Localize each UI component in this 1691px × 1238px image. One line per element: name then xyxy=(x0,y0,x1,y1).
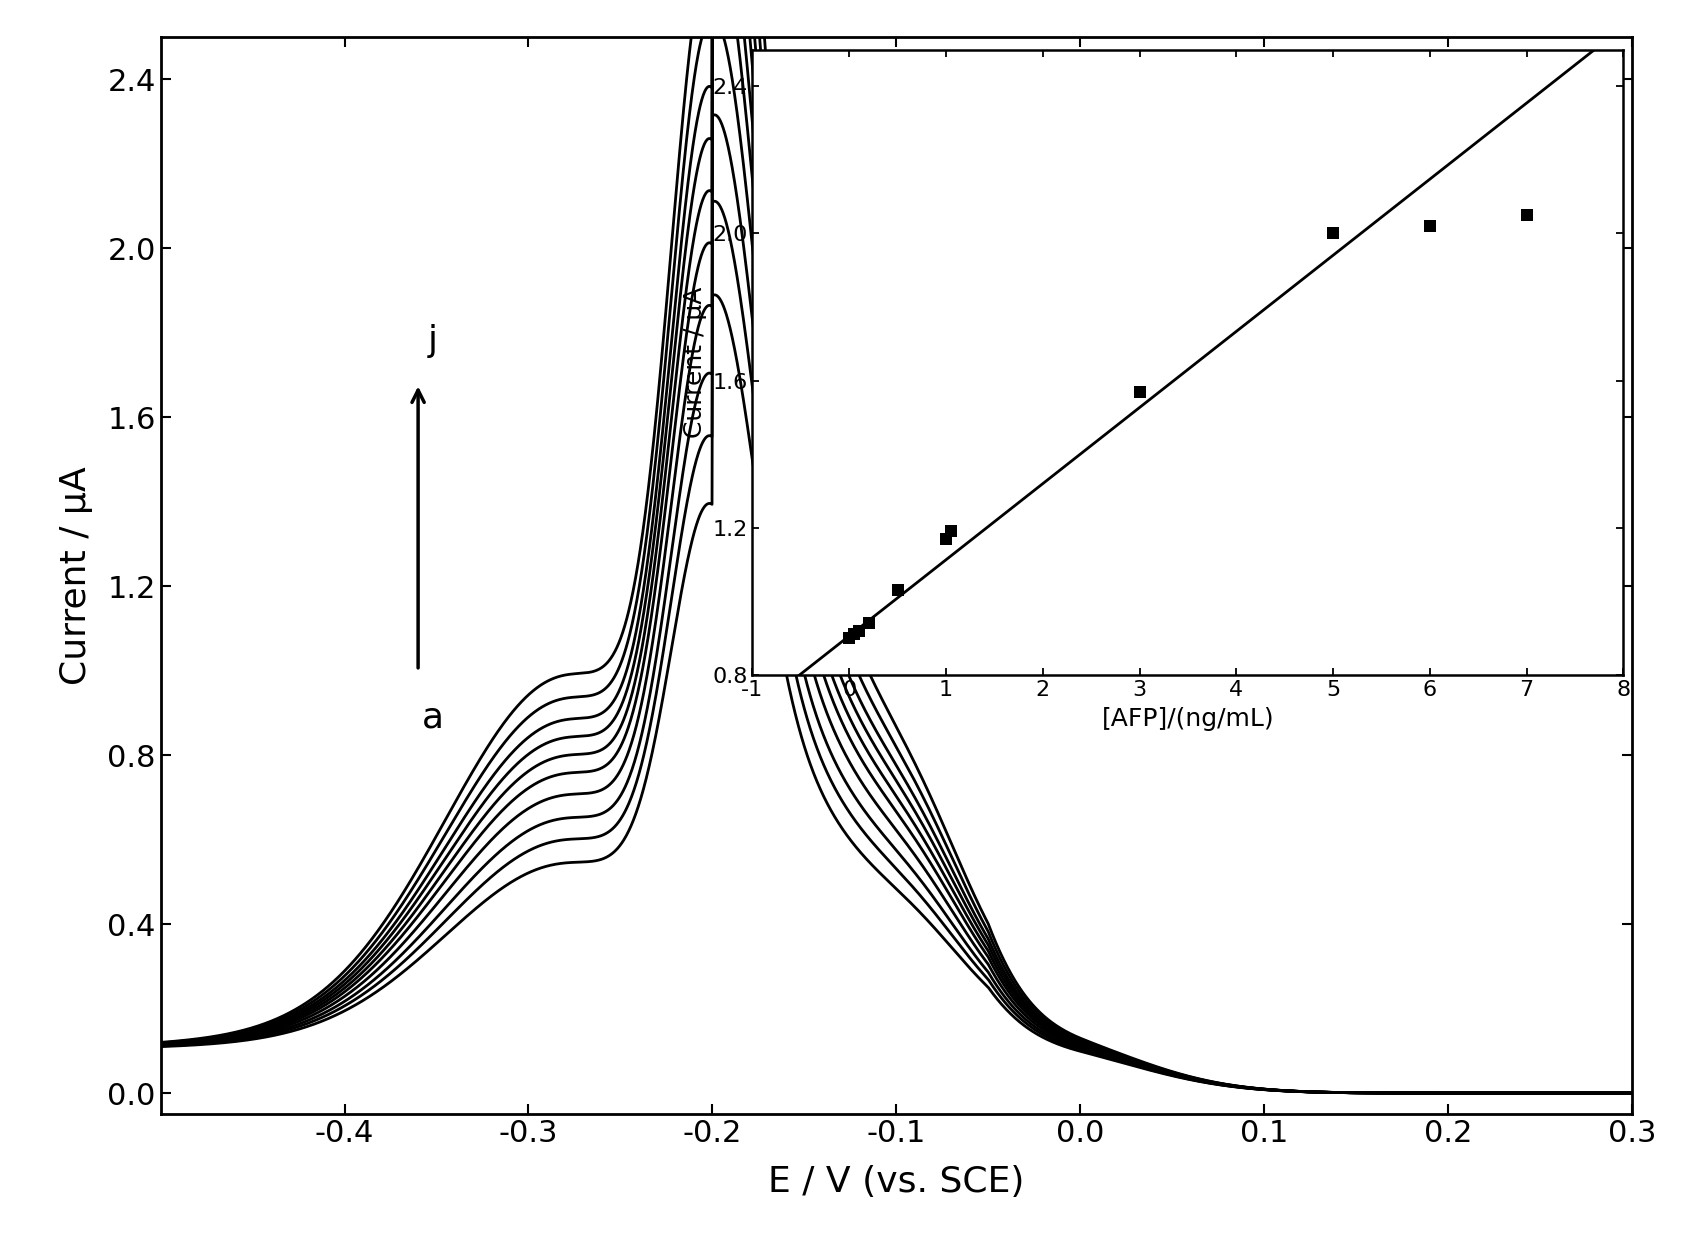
X-axis label: [AFP]/(ng/mL): [AFP]/(ng/mL) xyxy=(1101,707,1275,730)
Text: a: a xyxy=(421,701,443,734)
X-axis label: E / V (vs. SCE): E / V (vs. SCE) xyxy=(768,1165,1025,1198)
Y-axis label: Current / μA: Current / μA xyxy=(59,467,93,685)
Y-axis label: Current / μA: Current / μA xyxy=(683,286,707,438)
Text: j: j xyxy=(428,324,438,358)
